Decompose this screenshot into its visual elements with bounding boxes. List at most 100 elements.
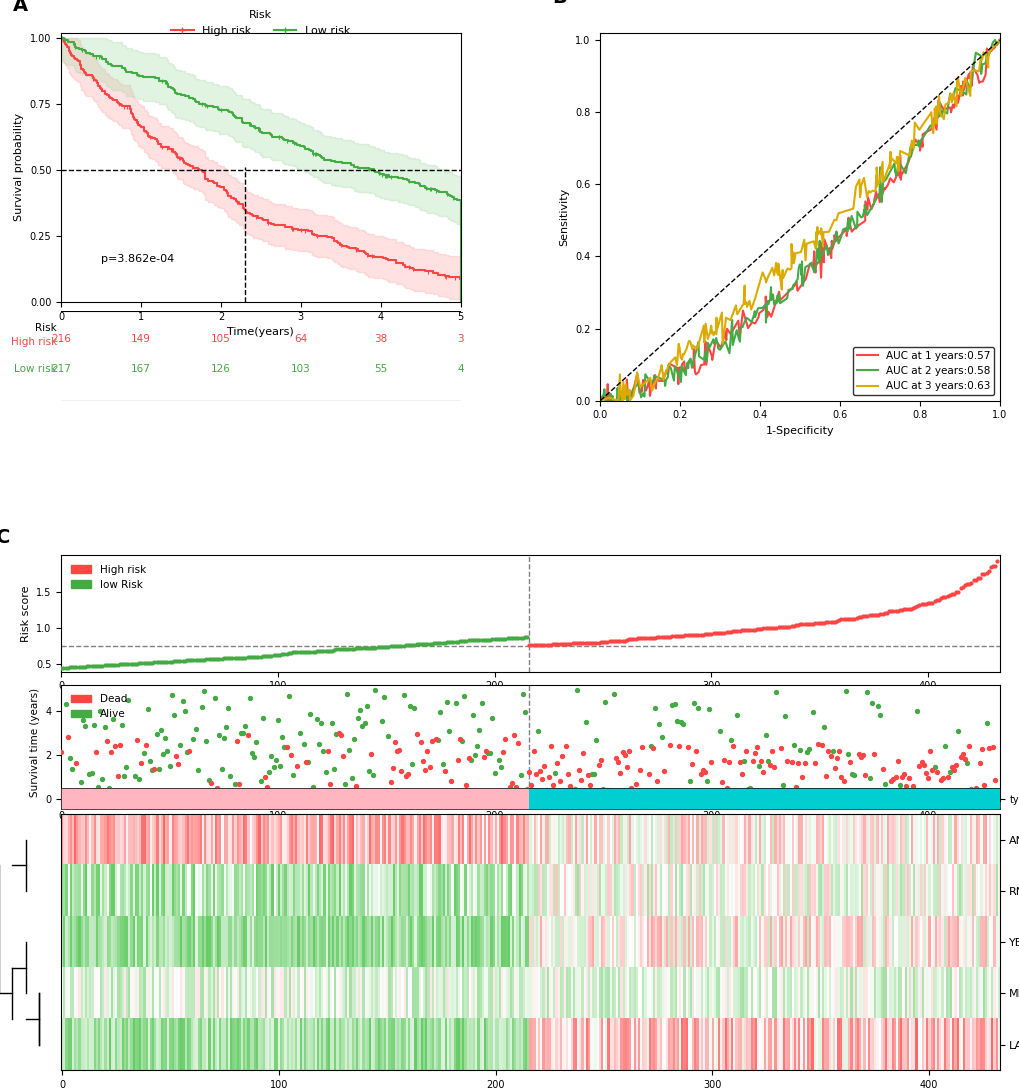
Point — [170, 652, 186, 669]
Point — [484, 709, 500, 726]
Point — [213, 650, 229, 667]
Point — [873, 605, 890, 622]
Point — [601, 632, 618, 650]
Point — [159, 743, 175, 760]
Point — [74, 657, 91, 675]
Point — [882, 603, 899, 620]
Point — [744, 752, 760, 770]
Line: High risk: High risk — [61, 38, 460, 301]
Point — [304, 643, 320, 661]
Point — [168, 652, 184, 669]
Point — [319, 642, 335, 660]
Point — [742, 621, 758, 639]
Point — [237, 649, 254, 666]
Point — [725, 737, 741, 755]
Point — [497, 630, 514, 648]
Point — [286, 643, 303, 661]
Point — [952, 748, 968, 765]
Point — [821, 614, 838, 631]
Point — [428, 634, 444, 652]
Point — [261, 648, 277, 665]
Point — [417, 761, 433, 779]
Point — [975, 565, 991, 582]
Point — [621, 743, 637, 760]
Point — [66, 658, 83, 676]
Point — [945, 585, 961, 603]
Point — [515, 686, 531, 703]
Point — [787, 779, 803, 796]
Point — [655, 762, 672, 780]
Point — [467, 746, 483, 763]
Point — [787, 616, 803, 633]
Point — [111, 655, 127, 673]
Point — [577, 634, 593, 652]
Point — [458, 632, 474, 650]
Point — [174, 652, 191, 669]
Y-axis label: Risk score: Risk score — [20, 585, 31, 642]
Point — [769, 618, 786, 636]
Point — [913, 595, 929, 613]
Point — [473, 695, 489, 712]
Point — [681, 773, 697, 791]
Point — [515, 629, 531, 646]
Point — [330, 641, 346, 658]
Point — [921, 594, 937, 612]
Point — [671, 737, 687, 755]
Point — [367, 681, 383, 699]
Point — [752, 752, 768, 770]
Point — [363, 745, 379, 762]
Point — [852, 608, 868, 626]
Point — [324, 642, 340, 660]
Point — [830, 612, 847, 629]
Point — [603, 788, 620, 806]
Point — [763, 619, 780, 637]
Point — [667, 627, 684, 644]
AUC at 2 years:0.58 — [988, 34, 1001, 47]
Point — [688, 743, 704, 760]
Point — [255, 648, 271, 665]
Point — [915, 595, 931, 613]
Text: A: A — [13, 0, 29, 15]
Point — [621, 630, 637, 648]
Point — [960, 575, 976, 593]
Point — [823, 614, 840, 631]
Point — [750, 757, 766, 774]
Point — [943, 585, 959, 603]
Point — [490, 630, 506, 648]
Point — [512, 767, 528, 784]
Point — [821, 747, 838, 764]
Point — [64, 658, 81, 676]
Point — [341, 741, 358, 759]
Point — [661, 736, 678, 753]
Point — [688, 626, 704, 643]
Point — [136, 744, 152, 761]
Point — [819, 743, 836, 760]
Point — [750, 620, 766, 638]
Point — [932, 589, 949, 606]
Point — [263, 747, 279, 764]
Point — [977, 565, 994, 582]
Point — [96, 656, 112, 674]
Point — [837, 610, 853, 628]
Point — [690, 699, 706, 716]
Point — [296, 736, 312, 753]
Text: C: C — [0, 529, 10, 547]
Point — [789, 616, 805, 633]
Point — [532, 762, 548, 780]
Low risk — [396, 173, 409, 186]
Point — [636, 629, 652, 646]
Point — [138, 736, 154, 753]
Point — [917, 595, 933, 613]
Point — [421, 758, 437, 775]
Point — [272, 758, 288, 775]
Point — [642, 629, 658, 646]
Point — [785, 617, 801, 634]
Point — [373, 639, 389, 656]
Point — [463, 751, 479, 769]
Point — [631, 629, 647, 646]
Point — [296, 643, 312, 661]
Point — [269, 711, 285, 728]
Point — [248, 733, 264, 750]
Point — [863, 606, 879, 624]
AUC at 1 years:0.57 — [993, 34, 1005, 47]
